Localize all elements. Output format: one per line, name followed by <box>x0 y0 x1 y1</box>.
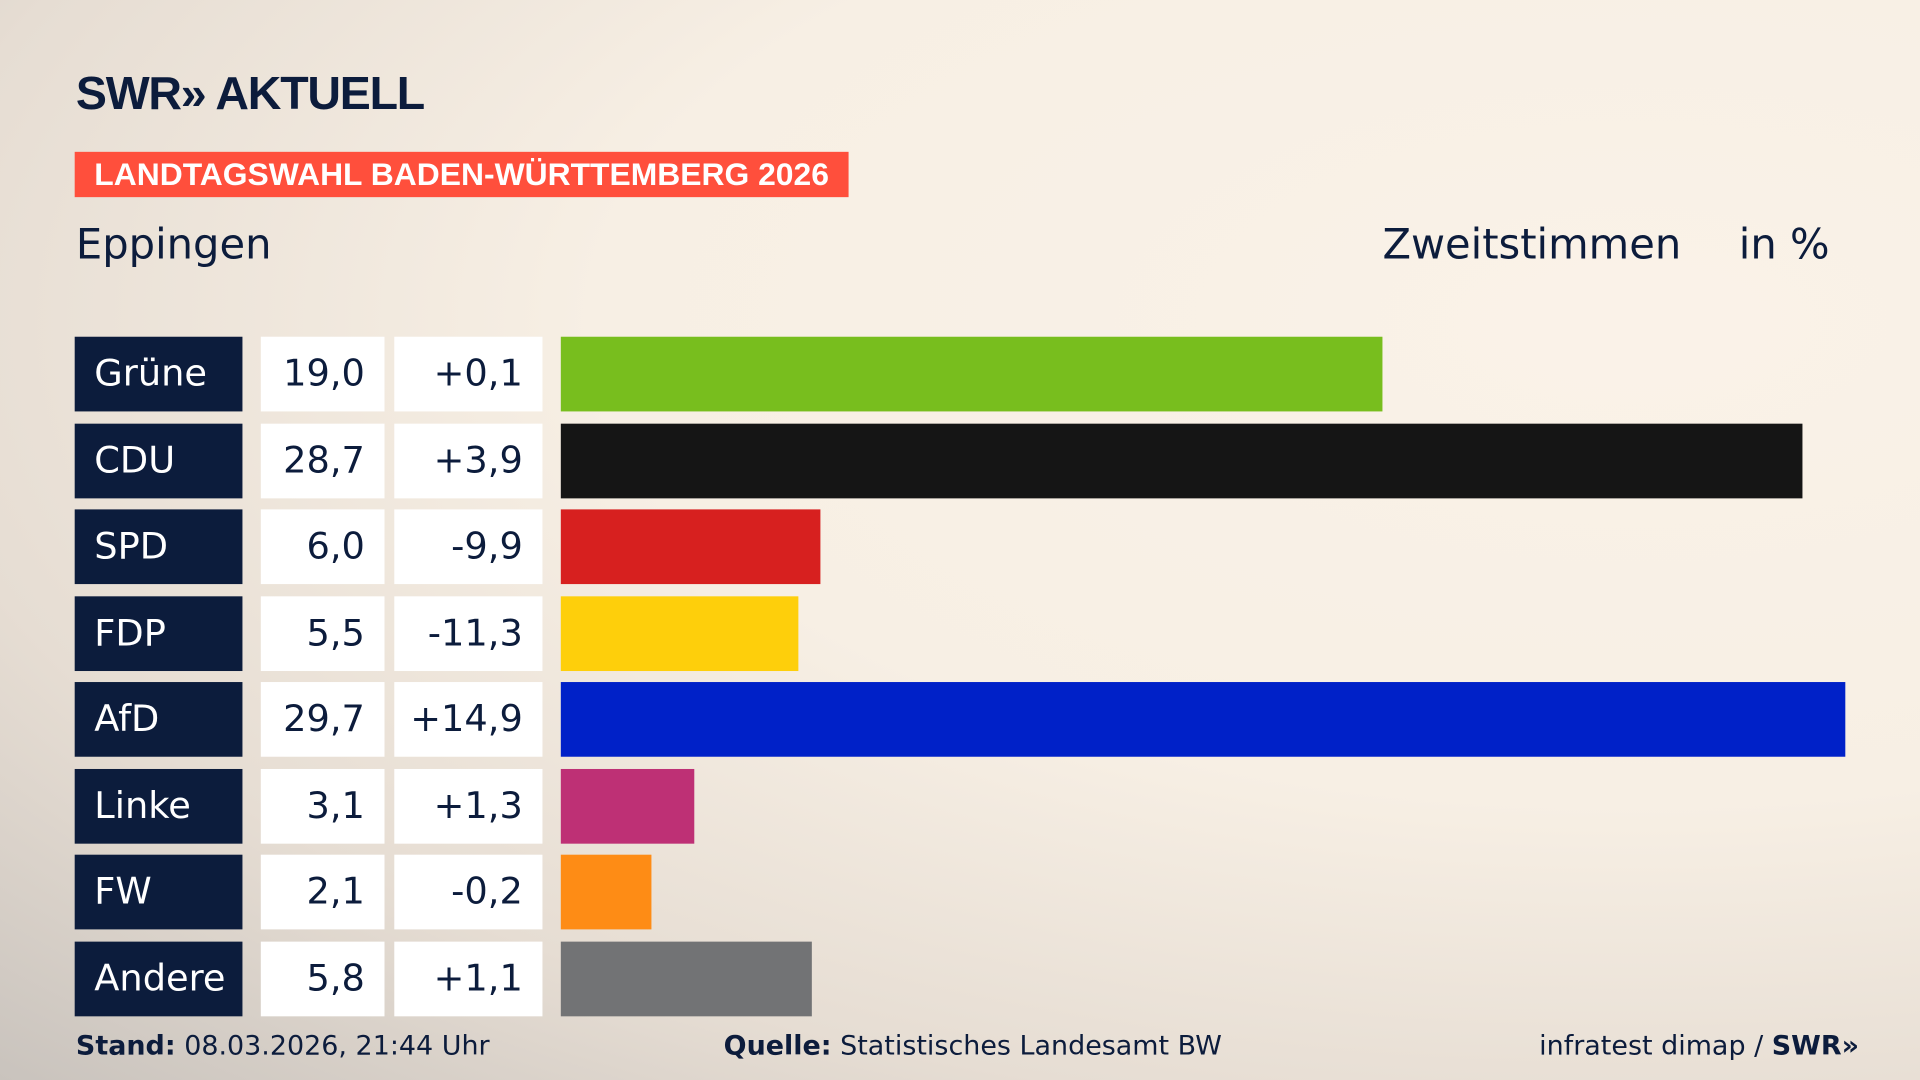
diff-label: -9,9 <box>394 509 543 585</box>
vote-type-label: Zweitstimmen <box>1382 220 1682 270</box>
credit: infratest dimap / SWR» <box>1539 1031 1859 1062</box>
diff-label: +1,1 <box>394 941 543 1016</box>
stand-label: Stand: <box>75 1031 176 1062</box>
diff-label: -0,2 <box>394 854 543 930</box>
party-label: Grüne <box>74 336 243 412</box>
party-label: AfD <box>74 682 243 757</box>
bar-fdp <box>560 595 799 671</box>
bar-fw <box>560 854 652 930</box>
value-label: 28,7 <box>260 423 385 498</box>
swr-logo: SWR» <box>1771 1031 1860 1062</box>
bar-spd <box>560 509 821 585</box>
source: Quelle: Statistisches Landesamt BW <box>724 1031 1222 1062</box>
bar-cdu <box>560 423 1803 498</box>
place-title: Eppingen <box>75 220 272 270</box>
diff-label: +14,9 <box>394 682 543 757</box>
party-label: FDP <box>74 595 243 671</box>
value-label: 2,1 <box>260 854 385 930</box>
party-label: Linke <box>74 768 243 844</box>
party-label: CDU <box>74 423 243 498</box>
party-label: FW <box>74 854 243 930</box>
timestamp: Stand: 08.03.2026, 21:44 Uhr <box>76 1031 490 1062</box>
stand-value: 08.03.2026, 21:44 Uhr <box>184 1031 490 1062</box>
bar-andere <box>560 941 812 1016</box>
value-label: 3,1 <box>260 768 385 844</box>
unit-label: in % <box>1738 220 1830 270</box>
diff-label: -11,3 <box>394 595 543 671</box>
value-label: 5,8 <box>260 941 385 1016</box>
party-label: Andere <box>74 941 243 1016</box>
party-label: SPD <box>74 509 243 585</box>
bar-grüne <box>560 336 1383 412</box>
bar-linke <box>560 768 695 844</box>
swr-aktuell-logo: SWR» AKTUELL <box>75 68 425 121</box>
value-label: 5,5 <box>260 595 385 671</box>
source-value: Statistisches Landesamt BW <box>840 1031 1222 1062</box>
election-badge: LANDTAGSWAHL BADEN-WÜRTTEMBERG 2026 <box>74 151 849 198</box>
source-label: Quelle: <box>723 1031 832 1062</box>
credit-text: infratest dimap / <box>1539 1031 1764 1062</box>
value-label: 6,0 <box>260 509 385 585</box>
bar-afd <box>560 682 1846 757</box>
diff-label: +0,1 <box>394 336 543 412</box>
diff-label: +3,9 <box>394 423 543 498</box>
diff-label: +1,3 <box>394 768 543 844</box>
value-label: 19,0 <box>260 336 385 412</box>
value-label: 29,7 <box>260 682 385 757</box>
